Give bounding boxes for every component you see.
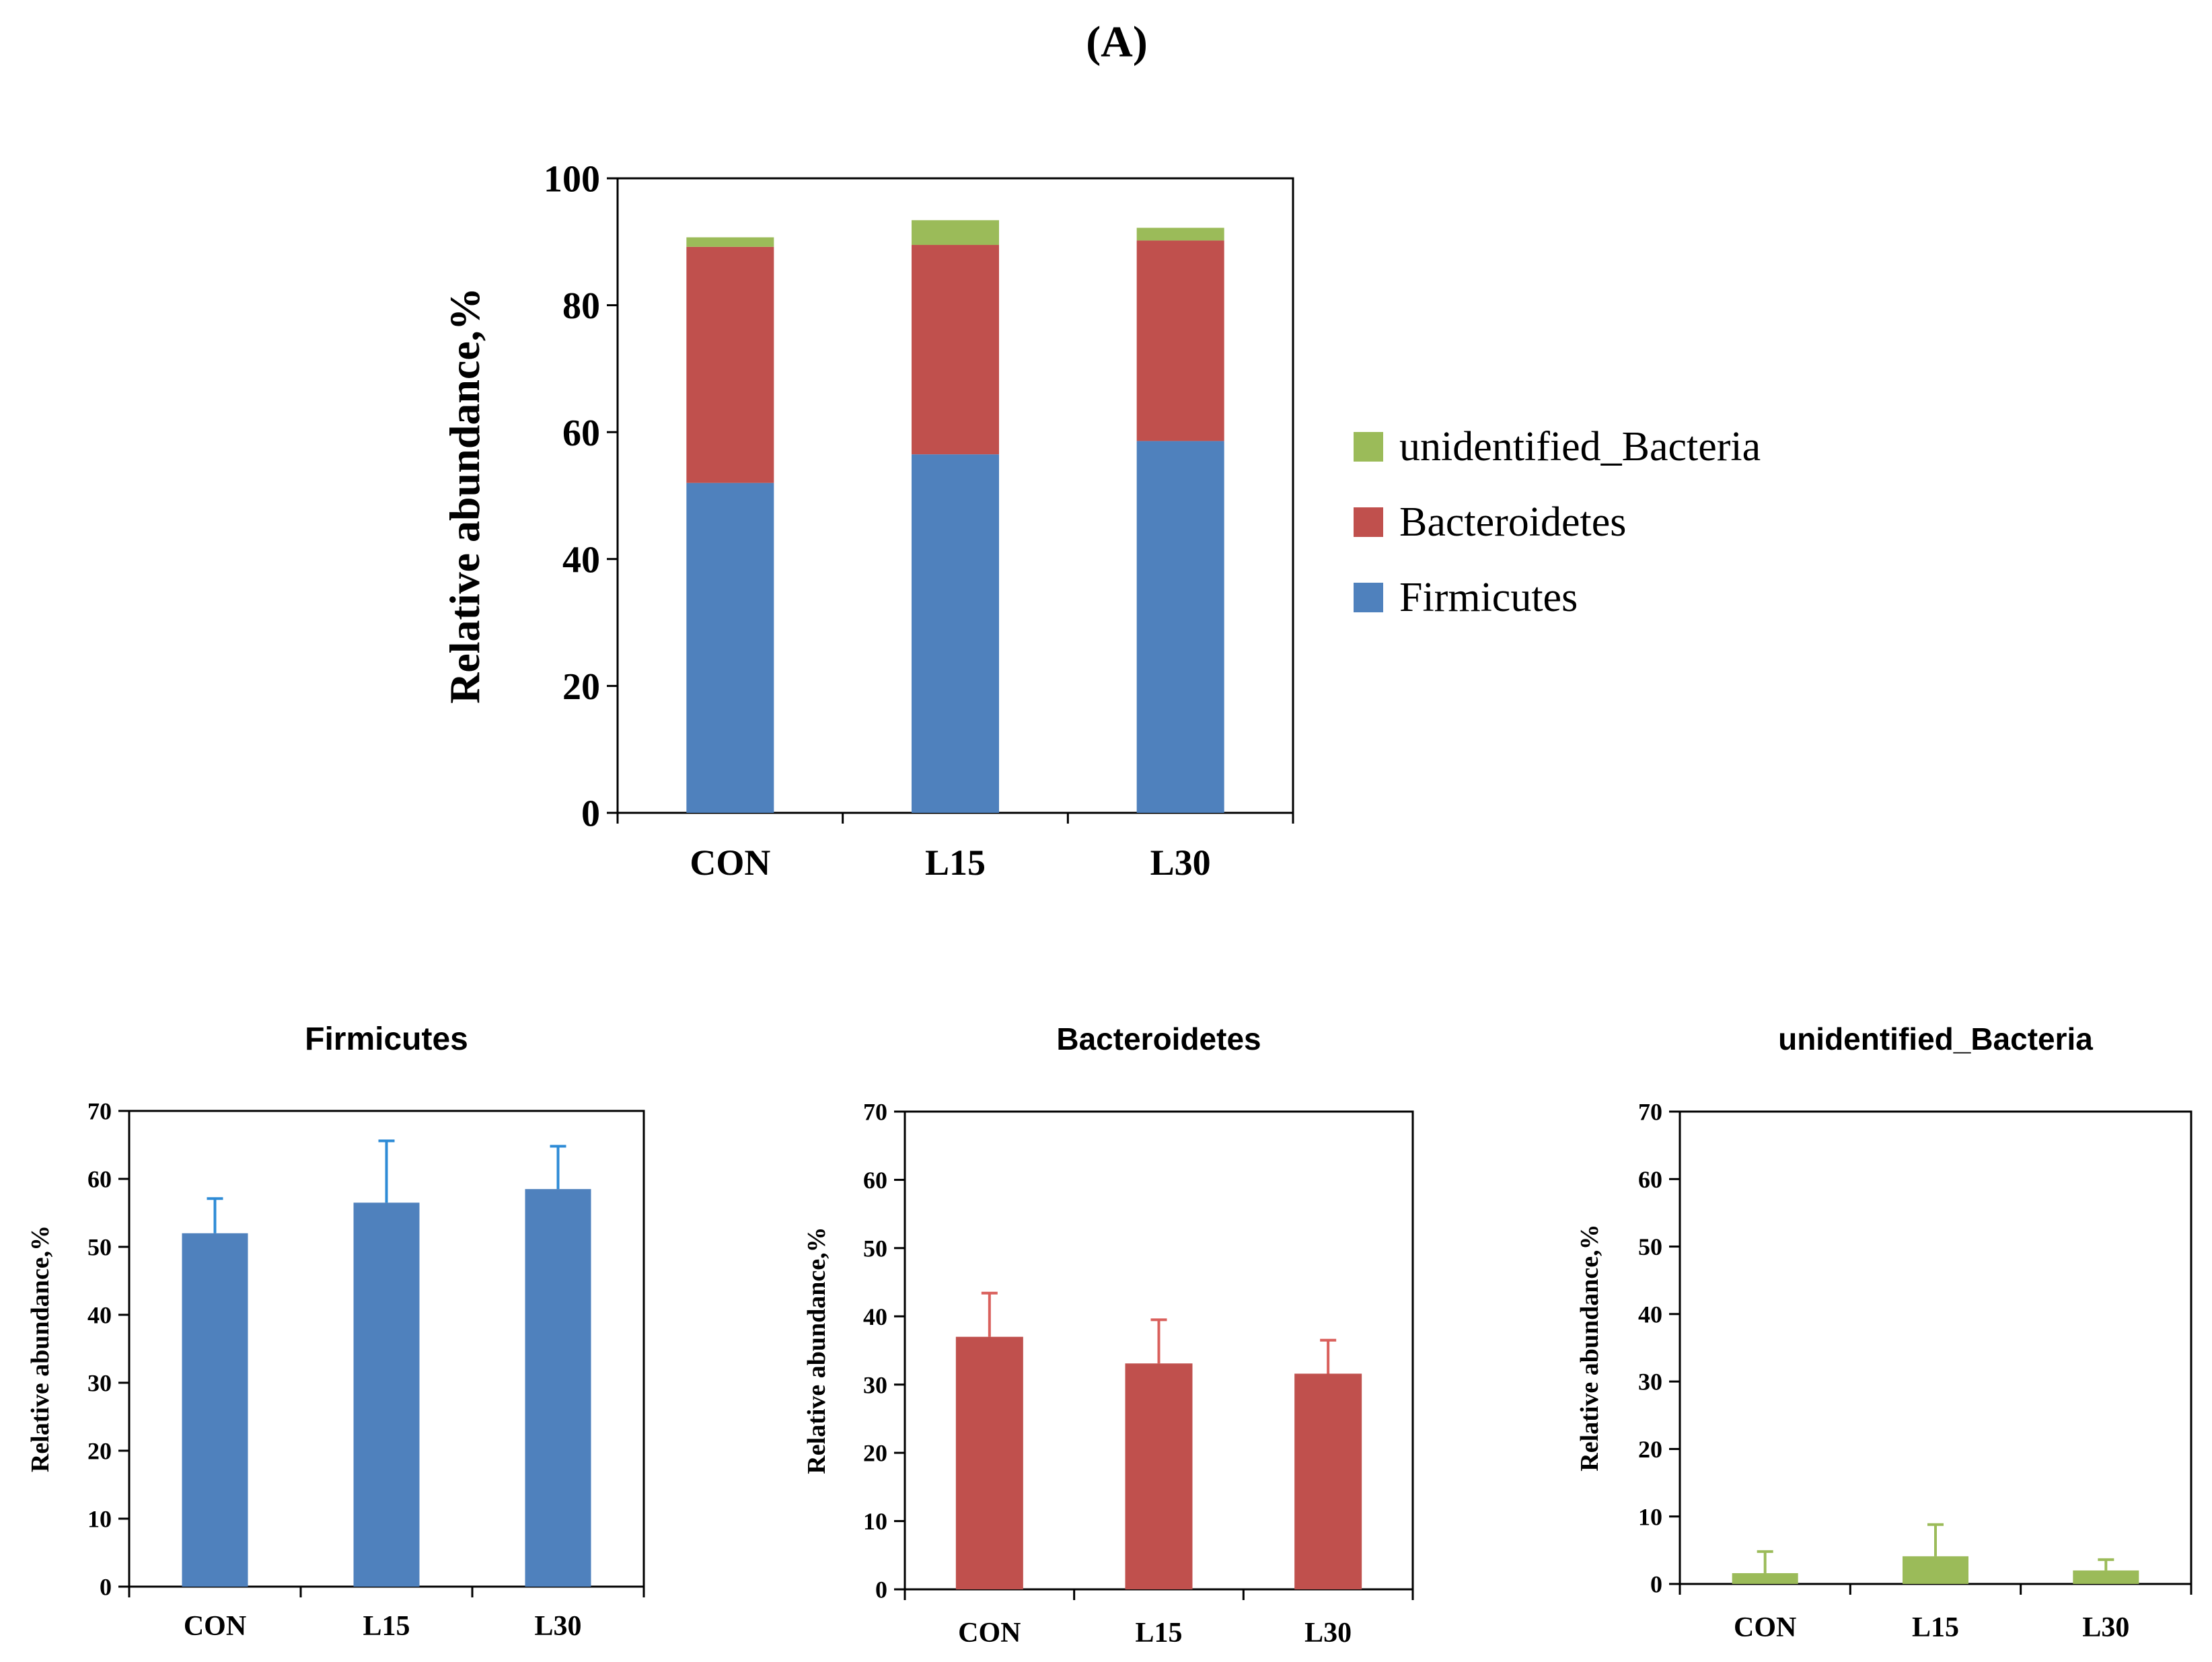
firmicutes-bar-chart: 0 10 20 30 40 50 60 70 CON L15 L30 Relative abundan… (26, 1021, 645, 1642)
x-tick-label: L30 (2082, 1612, 2129, 1643)
bar (1294, 1373, 1362, 1589)
legend-item: unidentified_Bacteria (1354, 424, 1761, 470)
y-axis-label: Relative abundance,% (26, 1225, 54, 1472)
y-tick-label: 20 (863, 1440, 887, 1467)
y-tick-label: 70 (87, 1098, 112, 1125)
y-tick-label: 10 (1638, 1503, 1662, 1530)
y-tick-label: 50 (87, 1234, 112, 1261)
y-axis-label: Relative abundance,% (441, 287, 488, 704)
y-tick-label: 40 (87, 1302, 112, 1329)
y-tick-label: 70 (863, 1099, 887, 1126)
bar-segment-unidentified-bacteria (1136, 227, 1224, 241)
y-tick-label: 50 (1638, 1233, 1662, 1260)
bar (353, 1202, 420, 1587)
legend-label: Firmicutes (1399, 575, 1578, 620)
bar-segment-bacteroidetes (912, 245, 999, 455)
y-tick-label: 20 (562, 666, 600, 708)
y-tick-label: 0 (100, 1574, 112, 1601)
x-tick-label: L15 (1135, 1618, 1182, 1649)
y-tick-label: 40 (1638, 1301, 1662, 1328)
x-tick-label: L30 (1150, 842, 1211, 883)
x-tick-label: L15 (363, 1611, 410, 1642)
y-tick-label: 60 (1638, 1166, 1662, 1193)
bar (2073, 1570, 2139, 1584)
y-axis-label: Relative abundance,% (1576, 1224, 1604, 1471)
y-tick-label: 50 (863, 1235, 887, 1262)
stacked-bar-chart: 0 20 40 60 80 100 CON L15 L30 Relative abundance,… (441, 159, 1761, 883)
y-tick-label: 40 (863, 1303, 887, 1330)
legend-swatch (1354, 507, 1383, 537)
legend-swatch (1354, 432, 1383, 462)
bar-segment-unidentified-bacteria (912, 220, 999, 246)
y-tick-label: 10 (87, 1506, 112, 1533)
x-tick-label: L15 (925, 842, 986, 883)
bar-segment-firmicutes (1136, 441, 1224, 813)
legend-label: Bacteroidetes (1399, 499, 1626, 545)
y-tick-label: 30 (1638, 1369, 1662, 1396)
bar-segment-unidentified-bacteria (686, 237, 774, 247)
x-tick-label: L15 (1912, 1612, 1959, 1643)
y-tick-label: 10 (863, 1508, 887, 1535)
bar-segment-firmicutes (686, 482, 774, 813)
y-tick-label: 70 (1638, 1099, 1662, 1126)
y-tick-label: 60 (863, 1167, 887, 1194)
chart-title: unidentified_Bacteria (1778, 1021, 2093, 1056)
legend-swatch (1354, 583, 1383, 612)
y-tick-label: 60 (562, 412, 600, 454)
bar (1125, 1363, 1193, 1589)
y-tick-label: 20 (1638, 1436, 1662, 1463)
x-tick-label: L30 (534, 1611, 581, 1642)
legend-item: Bacteroidetes (1354, 499, 1626, 545)
bar-segment-firmicutes (912, 454, 999, 813)
x-tick-label: CON (958, 1618, 1021, 1649)
x-tick-label: CON (1734, 1612, 1796, 1643)
legend: unidentified_Bacteria Bacteroidetes Firmic… (1354, 424, 1761, 620)
unidentified-bacteria-bar-chart: 0 10 20 30 40 50 60 70 CON L15 L30 Relative abundan… (1576, 1021, 2192, 1643)
legend-label: unidentified_Bacteria (1399, 424, 1761, 470)
y-axis-label: Relative abundance,% (803, 1227, 831, 1474)
y-tick-label: 0 (581, 793, 600, 835)
bar (1903, 1556, 1968, 1584)
legend-item: Firmicutes (1354, 575, 1578, 620)
bar (955, 1336, 1023, 1589)
bar-segment-bacteroidetes (686, 246, 774, 483)
bar (525, 1189, 591, 1587)
y-tick-label: 0 (1650, 1571, 1662, 1598)
bar-segment-bacteroidetes (1136, 240, 1224, 441)
y-tick-label: 30 (87, 1370, 112, 1397)
y-tick-label: 40 (562, 539, 600, 581)
x-tick-label: CON (690, 842, 770, 883)
chart-title: Bacteroidetes (1056, 1021, 1261, 1056)
bacteroidetes-bar-chart: 0 10 20 30 40 50 60 70 CON L15 L30 Relative abundan… (803, 1021, 1414, 1649)
y-tick-label: 60 (87, 1166, 112, 1193)
chart-title: Firmicutes (305, 1021, 468, 1057)
x-tick-label: L30 (1304, 1618, 1352, 1649)
plot-frame (1679, 1110, 2192, 1585)
bar (182, 1233, 248, 1587)
y-tick-label: 30 (863, 1371, 887, 1398)
y-tick-label: 100 (544, 159, 600, 201)
y-tick-label: 20 (87, 1438, 112, 1465)
x-tick-label: CON (184, 1611, 246, 1642)
y-tick-label: 80 (562, 285, 600, 327)
panel-label: (A) (1086, 17, 1148, 67)
y-tick-label: 0 (875, 1577, 887, 1603)
bar (1732, 1573, 1798, 1584)
